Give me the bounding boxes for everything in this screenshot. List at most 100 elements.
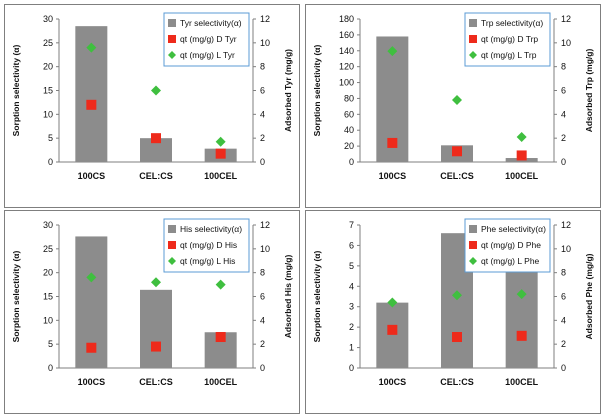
legend-diamond-swatch [469,51,477,59]
left-tick-label: 3 [349,302,354,312]
legend-bar-swatch [469,225,477,233]
legend-square-swatch [168,241,176,249]
l-qt-diamond-marker [387,46,398,57]
legend-diamond-swatch [469,257,477,265]
right-tick-label: 12 [260,14,270,24]
left-tick-label: 7 [349,220,354,230]
category-label: CEL:CS [440,171,474,181]
d-qt-square-marker [516,330,527,341]
chart-svg: 0 5 10 15 20 25 30 0 2 4 6 8 10 12 Sorption selectivit… [11,218,293,387]
d-qt-square-marker [215,332,226,343]
selectivity-bar [140,138,172,162]
left-tick-label: 5 [48,339,53,349]
right-tick-label: 8 [260,62,265,72]
legend-label: qt (mg/g) L Phe [481,256,540,266]
right-tick-label: 12 [260,220,270,230]
category-label: 100CS [78,171,106,181]
right-tick-label: 2 [260,133,265,143]
right-tick-label: 8 [561,268,566,278]
category-label: 100CS [379,171,407,181]
d-qt-square-marker [215,148,226,159]
left-tick-label: 0 [48,157,53,167]
legend-label: qt (mg/g) D Trp [481,34,538,44]
left-tick-label: 25 [43,38,53,48]
left-tick-label: 0 [349,157,354,167]
l-qt-diamond-marker [516,289,527,300]
category-label: CEL:CS [440,377,474,387]
left-tick-label: 5 [48,133,53,143]
left-tick-label: 40 [344,125,354,135]
right-tick-label: 12 [561,14,571,24]
d-qt-square-marker [387,324,398,335]
legend-diamond-swatch [168,51,176,59]
legend-label: Trp selectivity(α) [481,18,543,28]
legend-label: Phe selectivity(α) [481,224,546,234]
legend-label: qt (mg/g) D Tyr [180,34,237,44]
legend-box [464,218,551,273]
right-tick-label: 12 [561,220,571,230]
legend-bar-swatch [168,19,176,27]
left-tick-label: 30 [43,14,53,24]
right-axis-title: Adsorbed Trp (mg/g) [584,49,594,133]
legend-box [163,12,250,67]
d-qt-square-marker [452,146,462,157]
left-tick-label: 5 [349,261,354,271]
category-label: 100CS [379,377,407,387]
left-axis-title: Sorption selectivity (α) [11,45,21,137]
d-qt-square-marker [516,150,527,161]
legend-label: qt (mg/g) D Phe [481,240,541,250]
l-qt-diamond-marker [215,136,226,147]
right-tick-label: 4 [561,315,566,325]
selectivity-bar [376,302,409,368]
left-tick-label: 10 [43,109,53,119]
legend-label: His selectivity(α) [180,224,242,234]
legend-label: qt (mg/g) L Tyr [180,50,235,60]
left-tick-label: 10 [43,315,53,325]
legend-label: Tyr selectivity(α) [180,18,242,28]
legend-square-swatch [469,35,477,43]
left-tick-label: 1 [349,343,354,353]
d-qt-square-marker [86,99,97,110]
right-tick-label: 0 [561,363,566,373]
right-tick-label: 2 [561,133,566,143]
category-label: 100CS [78,377,106,387]
left-tick-label: 60 [344,109,354,119]
left-tick-label: 20 [43,62,53,72]
right-axis-title: Adsorbed Tyr (mg/g) [283,49,293,132]
l-qt-diamond-marker [151,277,161,288]
chart-svg: 0 20 40 60 80 100 120 140 160 180 0 2 4 6 8 10 12 Sorptio… [312,12,594,181]
left-tick-label: 30 [43,220,53,230]
left-axis-title: Sorption selectivity (α) [11,251,21,343]
legend-bar-swatch [469,19,477,27]
legend-box [163,218,250,273]
l-qt-diamond-marker [452,290,462,301]
right-tick-label: 0 [260,363,265,373]
chart-svg: 0 5 10 15 20 25 30 0 2 4 6 8 10 12 Sorption selectivit… [11,12,293,181]
left-tick-label: 4 [349,281,354,291]
category-label: CEL:CS [139,171,173,181]
legend-label: qt (mg/g) L Trp [481,50,537,60]
l-qt-diamond-marker [452,95,462,106]
category-label: 100CEL [204,171,238,181]
right-tick-label: 0 [260,157,265,167]
d-qt-square-marker [151,341,161,352]
right-axis-title: Adsorbed His (mg/g) [283,255,293,339]
right-tick-label: 6 [561,86,566,96]
l-qt-diamond-marker [387,297,398,308]
l-qt-diamond-marker [215,279,226,290]
left-tick-label: 140 [339,46,354,56]
left-tick-label: 100 [339,78,354,88]
right-tick-label: 2 [561,339,566,349]
right-tick-label: 10 [260,38,270,48]
left-tick-label: 20 [43,268,53,278]
legend-box [464,12,551,67]
left-tick-label: 2 [349,322,354,332]
legend-label: qt (mg/g) L His [180,256,235,266]
category-label: CEL:CS [139,377,173,387]
l-qt-diamond-marker [151,85,161,96]
legend-diamond-swatch [168,257,176,265]
right-tick-label: 6 [260,292,265,302]
left-tick-label: 15 [43,86,53,96]
